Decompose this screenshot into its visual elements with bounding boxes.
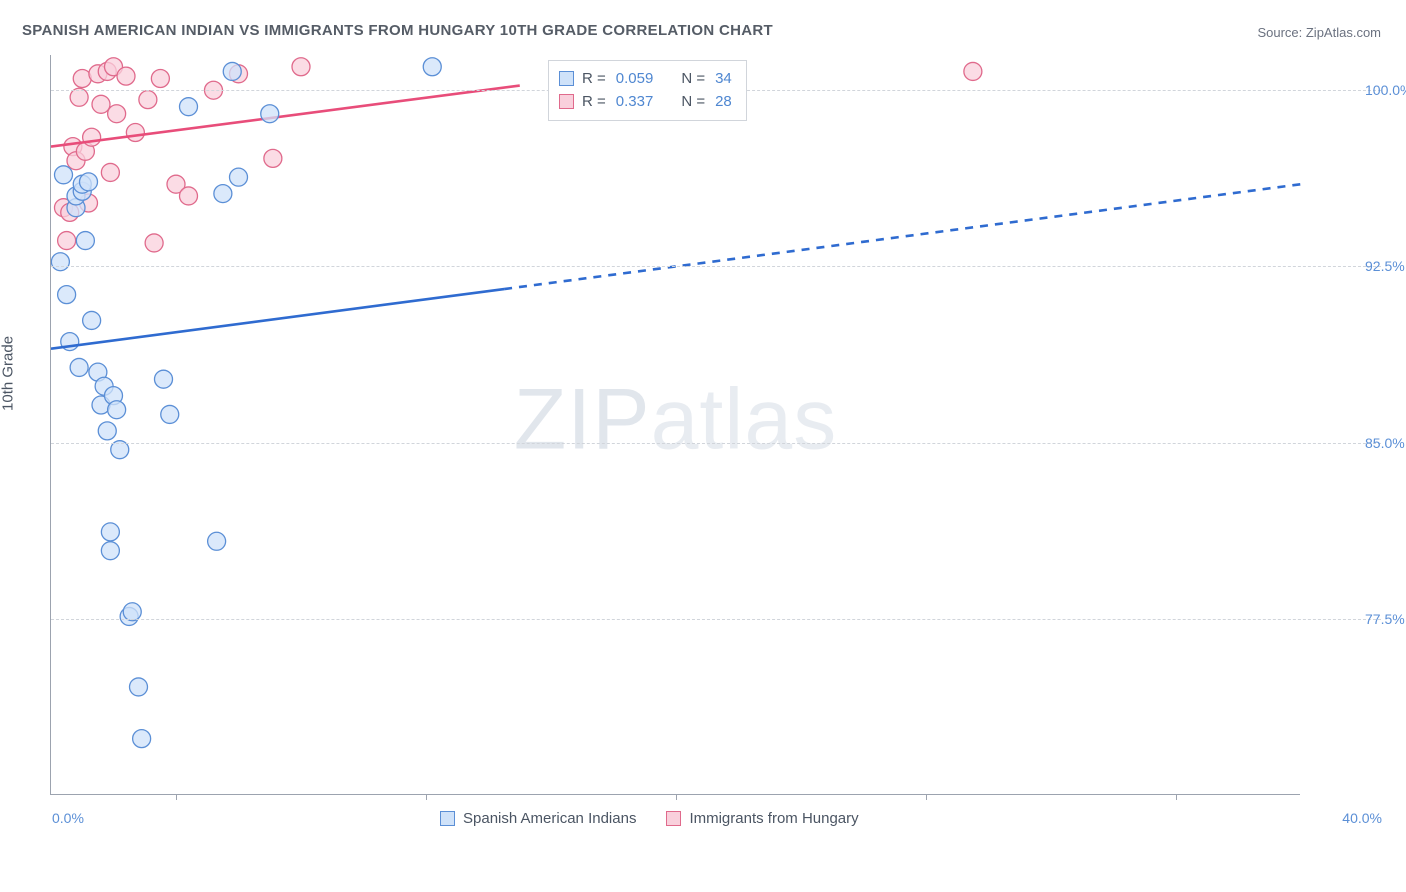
stats-legend-box: R = 0.059 N = 34 R = 0.337 N = 28	[548, 60, 747, 121]
y-tick-label: 85.0%	[1365, 435, 1405, 451]
scatter-point	[126, 124, 144, 142]
scatter-svg	[51, 55, 1391, 795]
scatter-point	[161, 405, 179, 423]
scatter-point	[151, 69, 169, 87]
legend-label: Immigrants from Hungary	[689, 810, 858, 827]
n-label: N =	[681, 67, 705, 90]
trend-line	[51, 289, 504, 349]
n-value: 28	[715, 90, 732, 113]
scatter-point	[108, 105, 126, 123]
gridline	[51, 619, 1381, 620]
n-label: N =	[681, 90, 705, 113]
gridline	[51, 266, 1381, 267]
y-tick-label: 92.5%	[1365, 258, 1405, 274]
plot-area: ZIPatlas 100.0%92.5%85.0%77.5%	[50, 55, 1300, 795]
scatter-point	[58, 286, 76, 304]
square-icon	[666, 811, 681, 826]
r-label: R =	[582, 90, 606, 113]
scatter-point	[180, 98, 198, 116]
scatter-point	[423, 58, 441, 76]
scatter-point	[133, 730, 151, 748]
scatter-point	[155, 370, 173, 388]
stats-row-pink: R = 0.337 N = 28	[559, 90, 734, 113]
scatter-point	[145, 234, 163, 252]
scatter-point	[261, 105, 279, 123]
scatter-point	[58, 232, 76, 250]
stats-row-blue: R = 0.059 N = 34	[559, 67, 734, 90]
bottom-legend: Spanish American Indians Immigrants from…	[440, 810, 859, 827]
scatter-point	[70, 358, 88, 376]
x-axis-max-label: 40.0%	[1342, 810, 1382, 826]
trend-line-dashed	[504, 184, 1301, 289]
square-icon	[559, 71, 574, 86]
y-tick-label: 77.5%	[1365, 611, 1405, 627]
legend-item-pink: Immigrants from Hungary	[666, 810, 858, 827]
chart-title: SPANISH AMERICAN INDIAN VS IMMIGRANTS FR…	[22, 22, 773, 39]
x-tick	[1176, 794, 1177, 800]
legend-label: Spanish American Indians	[463, 810, 636, 827]
scatter-point	[51, 253, 69, 271]
scatter-point	[264, 149, 282, 167]
n-value: 34	[715, 67, 732, 90]
scatter-point	[108, 401, 126, 419]
scatter-point	[117, 67, 135, 85]
scatter-point	[180, 187, 198, 205]
y-tick-label: 100.0%	[1365, 82, 1406, 98]
r-label: R =	[582, 67, 606, 90]
scatter-point	[98, 422, 116, 440]
square-icon	[559, 94, 574, 109]
gridline	[51, 443, 1381, 444]
source-attribution: Source: ZipAtlas.com	[1257, 25, 1381, 40]
x-axis-min-label: 0.0%	[52, 810, 84, 826]
scatter-point	[223, 62, 241, 80]
scatter-point	[101, 163, 119, 181]
x-tick	[676, 794, 677, 800]
scatter-point	[83, 128, 101, 146]
scatter-point	[214, 185, 232, 203]
scatter-point	[83, 311, 101, 329]
scatter-point	[80, 173, 98, 191]
scatter-point	[101, 542, 119, 560]
chart-container: SPANISH AMERICAN INDIAN VS IMMIGRANTS FR…	[0, 0, 1406, 892]
r-value: 0.059	[616, 67, 654, 90]
scatter-point	[76, 232, 94, 250]
scatter-point	[55, 166, 73, 184]
scatter-point	[130, 678, 148, 696]
x-tick	[426, 794, 427, 800]
scatter-point	[92, 95, 110, 113]
x-tick	[926, 794, 927, 800]
legend-item-blue: Spanish American Indians	[440, 810, 636, 827]
scatter-point	[230, 168, 248, 186]
r-value: 0.337	[616, 90, 654, 113]
x-tick	[176, 794, 177, 800]
square-icon	[440, 811, 455, 826]
scatter-point	[292, 58, 310, 76]
scatter-point	[139, 91, 157, 109]
scatter-point	[964, 62, 982, 80]
scatter-point	[208, 532, 226, 550]
y-axis-title: 10th Grade	[0, 336, 17, 411]
scatter-point	[101, 523, 119, 541]
